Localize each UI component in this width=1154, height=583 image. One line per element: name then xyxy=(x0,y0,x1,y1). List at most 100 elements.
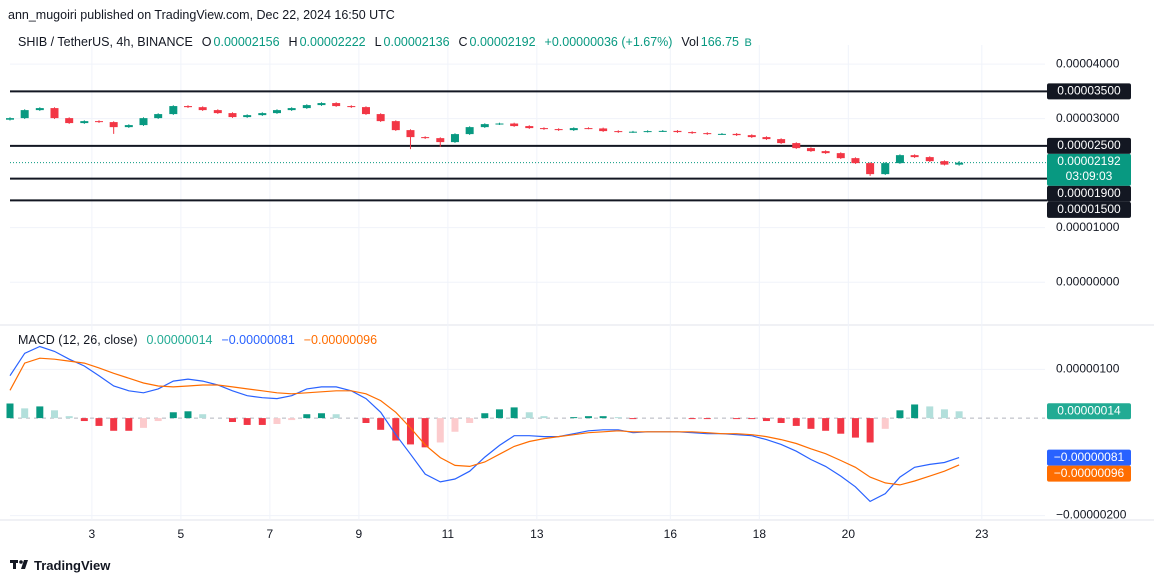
histogram-bar xyxy=(288,418,296,421)
candle-body xyxy=(436,138,445,143)
level-label-text: 0.00002500 xyxy=(1057,138,1121,152)
candle-body xyxy=(762,137,771,140)
x-tick-label: 18 xyxy=(753,527,767,541)
candle-body xyxy=(836,153,845,159)
y-tick-label: 0.00001000 xyxy=(1056,220,1120,234)
candle-body xyxy=(169,106,178,115)
price-change: +0.00000036 (+1.67%) xyxy=(544,35,673,49)
ohlc-label: L xyxy=(374,35,382,49)
candle-body xyxy=(940,161,949,165)
histogram-bar xyxy=(777,418,785,423)
candle-body xyxy=(732,133,741,136)
last-price-label-box xyxy=(1047,153,1131,186)
histogram-bar xyxy=(584,416,592,419)
candle-body xyxy=(228,113,237,118)
histogram-bar xyxy=(481,413,489,419)
level-label-text: 0.00001900 xyxy=(1057,186,1121,200)
last-price-label-text: 03:09:03 xyxy=(1066,169,1113,183)
candle-body xyxy=(302,105,311,109)
histogram-bar xyxy=(392,418,400,441)
candle-body xyxy=(347,106,356,108)
signal-value: −0.00000096 xyxy=(303,333,378,347)
histogram-bar xyxy=(510,407,518,419)
ohlc-value: 0.00002192 xyxy=(469,35,536,49)
histogram-bar xyxy=(926,406,934,419)
histogram-bar xyxy=(451,418,459,432)
level-label-text: 0.00001500 xyxy=(1057,202,1121,216)
candle-body xyxy=(643,131,652,133)
ohlc-value: 0.00002136 xyxy=(383,35,450,49)
histogram-bar xyxy=(332,414,340,419)
candle-body xyxy=(717,133,726,135)
histogram-bar xyxy=(80,418,88,422)
candle-body xyxy=(495,123,504,125)
histogram-bar xyxy=(866,418,874,443)
candle-body xyxy=(569,128,578,131)
candle-body xyxy=(881,163,890,175)
candle-body xyxy=(703,133,712,135)
histogram-bar xyxy=(466,418,474,423)
histogram-bar xyxy=(421,418,429,448)
histogram-bar xyxy=(525,412,533,419)
histogram-bar xyxy=(184,411,192,419)
histogram-bar xyxy=(792,418,800,426)
candle-body xyxy=(747,135,756,138)
x-tick-label: 13 xyxy=(530,527,544,541)
candle-body xyxy=(688,132,697,134)
candle-body xyxy=(510,123,519,127)
candle-body xyxy=(465,127,474,135)
histogram-bar xyxy=(495,409,503,419)
footer-brand: TradingView xyxy=(34,558,111,573)
candle-body xyxy=(821,151,830,154)
histogram-label-box xyxy=(1047,403,1131,420)
candle-body xyxy=(139,118,148,126)
ohlc-label: O xyxy=(201,35,212,49)
level-label-box xyxy=(1047,83,1131,100)
histogram-bar xyxy=(50,410,58,419)
candle-body xyxy=(287,108,296,111)
signal-label-text: −0.00000096 xyxy=(1054,466,1125,480)
signal-line xyxy=(9,357,960,486)
ohlc-label: H xyxy=(288,35,298,49)
symbol-title: SHIB / TetherUS, 4h, BINANCE xyxy=(18,35,193,49)
candle-body xyxy=(628,131,637,133)
candle-body xyxy=(584,128,593,130)
histogram-bar xyxy=(703,418,711,420)
level-label-box xyxy=(1047,201,1131,218)
histogram-bar xyxy=(896,410,904,419)
ohlc-label: C xyxy=(458,35,468,49)
candle-body xyxy=(406,130,415,138)
candle-body xyxy=(198,107,207,111)
candle-body xyxy=(50,108,59,119)
header: ann_mugoiri published on TradingView.com… xyxy=(8,8,395,22)
candle-body xyxy=(421,137,430,139)
histogram-bar xyxy=(273,418,281,424)
histogram-bar xyxy=(807,418,815,429)
candle-body xyxy=(554,129,563,131)
candle-body xyxy=(183,106,192,108)
histogram-bar xyxy=(570,417,578,419)
histogram-bar xyxy=(406,418,414,445)
candle-body xyxy=(925,157,934,162)
macd-label-box xyxy=(1047,449,1131,466)
histogram-bar xyxy=(822,418,830,431)
x-tick-label: 16 xyxy=(664,527,678,541)
x-tick-label: 3 xyxy=(89,527,96,541)
x-tick-label: 20 xyxy=(842,527,856,541)
candle-body xyxy=(361,107,370,115)
histogram-bar xyxy=(36,406,44,419)
histogram-bar xyxy=(303,414,311,419)
candle-body xyxy=(272,110,281,114)
histogram-bar xyxy=(851,418,859,438)
volume-value: 166.75 xyxy=(700,35,740,49)
candle-body xyxy=(376,114,385,122)
candle-body xyxy=(614,131,623,133)
histogram-bar xyxy=(940,409,948,419)
candle-body xyxy=(673,130,682,133)
histogram-bar xyxy=(762,418,770,422)
volume-label: Vol xyxy=(681,35,699,49)
candle-body xyxy=(910,155,919,158)
candle-body xyxy=(658,130,667,132)
histogram-bar xyxy=(258,418,266,425)
